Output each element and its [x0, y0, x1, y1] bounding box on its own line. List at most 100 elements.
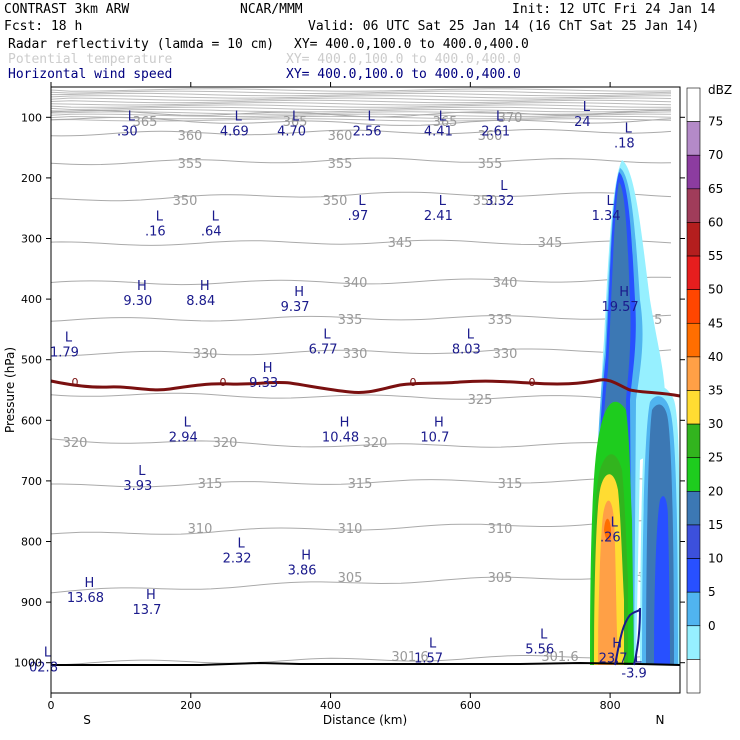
dbz-15b — [654, 496, 670, 665]
plot-area: 301.6301.6305305305310310310315315315320… — [29, 86, 681, 694]
extremum-marker: L — [128, 109, 136, 124]
upper-isentrope — [50, 90, 672, 95]
field-wind: Horizontal wind speed — [8, 67, 172, 82]
colorbar-swatch — [686, 121, 701, 156]
theta-label: 350 — [473, 194, 498, 209]
extremum-marker: H — [263, 361, 273, 376]
extremum-value: .26 — [600, 530, 621, 545]
theta-contour-330 — [50, 348, 672, 357]
extremum-value: 6.77 — [309, 342, 338, 357]
theta-label: 310 — [338, 522, 363, 537]
extremum-value: 23.7 — [599, 652, 628, 667]
extremum-marker: L — [467, 327, 475, 342]
colorbar-swatch — [686, 322, 701, 358]
extremum-value: 9.30 — [123, 294, 152, 309]
theta-label: 355 — [478, 157, 503, 172]
theta-label: 315 — [498, 477, 523, 492]
theta-label: 325 — [468, 393, 493, 408]
theta-label: 315 — [348, 477, 373, 492]
theta-label: 360 — [478, 129, 503, 144]
theta-label: 330 — [193, 347, 218, 362]
extremum-marker: H — [434, 415, 444, 430]
colorbar-swatch — [686, 222, 701, 257]
extremum-marker: L — [367, 109, 375, 124]
theta-label: 365 — [433, 115, 458, 130]
colorbar-tick-label: 5 — [708, 585, 716, 599]
field-reflectivity-xy: XY= 400.0,100.0 to 400.0,400.0 — [294, 37, 529, 52]
y-tick-label: 700 — [21, 475, 42, 488]
dbz-45 — [604, 518, 612, 542]
forecast-hour: Fcst: 18 h — [4, 19, 82, 34]
colorbar-swatch — [686, 423, 701, 459]
extremum-marker: H — [340, 415, 350, 430]
extremum-value: 2.56 — [353, 124, 382, 139]
colorbar-tick-label: 75 — [708, 115, 723, 129]
theta-contour-360 — [50, 129, 672, 137]
theta-label: 320 — [213, 436, 238, 451]
theta-contour-305 — [50, 572, 672, 594]
theta-label: 305 — [488, 571, 513, 586]
extremum-value: -3.9 — [621, 667, 646, 682]
wind-contour-dark — [614, 607, 641, 666]
extremum-marker: L — [65, 331, 73, 346]
theta-label: 350 — [173, 194, 198, 209]
theta-label: 350 — [323, 194, 348, 209]
extremum-marker: L — [44, 646, 52, 661]
extremum-value: 4.70 — [277, 124, 306, 139]
extremum-value: .30 — [117, 124, 138, 139]
extremum-value: 9.33 — [249, 376, 278, 391]
theta-contour-340 — [50, 276, 672, 286]
extremum-marker: H — [612, 637, 622, 652]
theta-label: 355 — [328, 157, 353, 172]
extremum-value: 2.41 — [424, 209, 453, 224]
upper-isentrope — [50, 88, 672, 92]
colorbar-tick-label: 35 — [708, 384, 723, 398]
colorbar-tick-label: 45 — [708, 316, 723, 330]
stratosphere-isentropes — [50, 88, 672, 122]
colorbar-swatch — [686, 289, 701, 324]
extremum-value: .97 — [348, 209, 369, 224]
freezing-level-line — [50, 378, 681, 398]
extremum-marker: L — [156, 209, 164, 224]
upper-isentrope — [50, 113, 672, 118]
theta-label: 345 — [538, 236, 563, 251]
extremum-marker: L — [323, 327, 331, 342]
y-axis-label: Pressure (hPa) — [3, 347, 17, 433]
y-tick-label: 100 — [21, 111, 42, 124]
theta-label: 365 — [283, 115, 308, 130]
colorbar-swatch — [686, 255, 701, 290]
extremum-marker: L — [500, 179, 508, 194]
x-axis-left-end: S — [83, 713, 91, 727]
extremum-marker: H — [619, 285, 629, 300]
freezing-level-label: 0 — [220, 376, 227, 389]
header: CONTRAST 3km ARW NCAR/MMM Init: 12 UTC F… — [4, 2, 716, 82]
extremum-marker: H — [294, 285, 304, 300]
extremum-marker: L — [212, 209, 220, 224]
theta-label: 365 — [133, 115, 158, 130]
upper-isentrope — [50, 108, 672, 113]
upper-isentrope — [50, 97, 672, 101]
extremum-marker: L — [237, 537, 245, 552]
colorbar-swatch — [686, 659, 701, 694]
colorbar-swatch — [686, 491, 701, 526]
colorbar-tick-label: 50 — [708, 283, 723, 297]
colorbar-swatch — [686, 591, 701, 627]
extremum-value: .64 — [201, 224, 222, 239]
extremum-marker: H — [146, 588, 156, 603]
y-tick-label: 300 — [21, 233, 42, 246]
extremum-value: 10.7 — [420, 430, 449, 445]
extremum-value: 10.48 — [322, 430, 359, 445]
theta-contours — [50, 109, 672, 666]
colorbar-swatch — [686, 457, 701, 492]
reflectivity-core-secondary — [640, 385, 680, 665]
x-tick-label: 400 — [320, 699, 341, 712]
theta-contour-345 — [50, 239, 672, 246]
theta-label: 370 — [498, 111, 523, 126]
extremum-value: .16 — [145, 224, 166, 239]
extremum-value: 8.03 — [452, 342, 481, 357]
field-wind-xy: XY= 400.0,100.0 to 400.0,400.0 — [286, 67, 521, 82]
extremum-marker: L — [184, 415, 192, 430]
y-tick-label: 200 — [21, 172, 42, 185]
colorbar-swatch — [686, 524, 701, 559]
